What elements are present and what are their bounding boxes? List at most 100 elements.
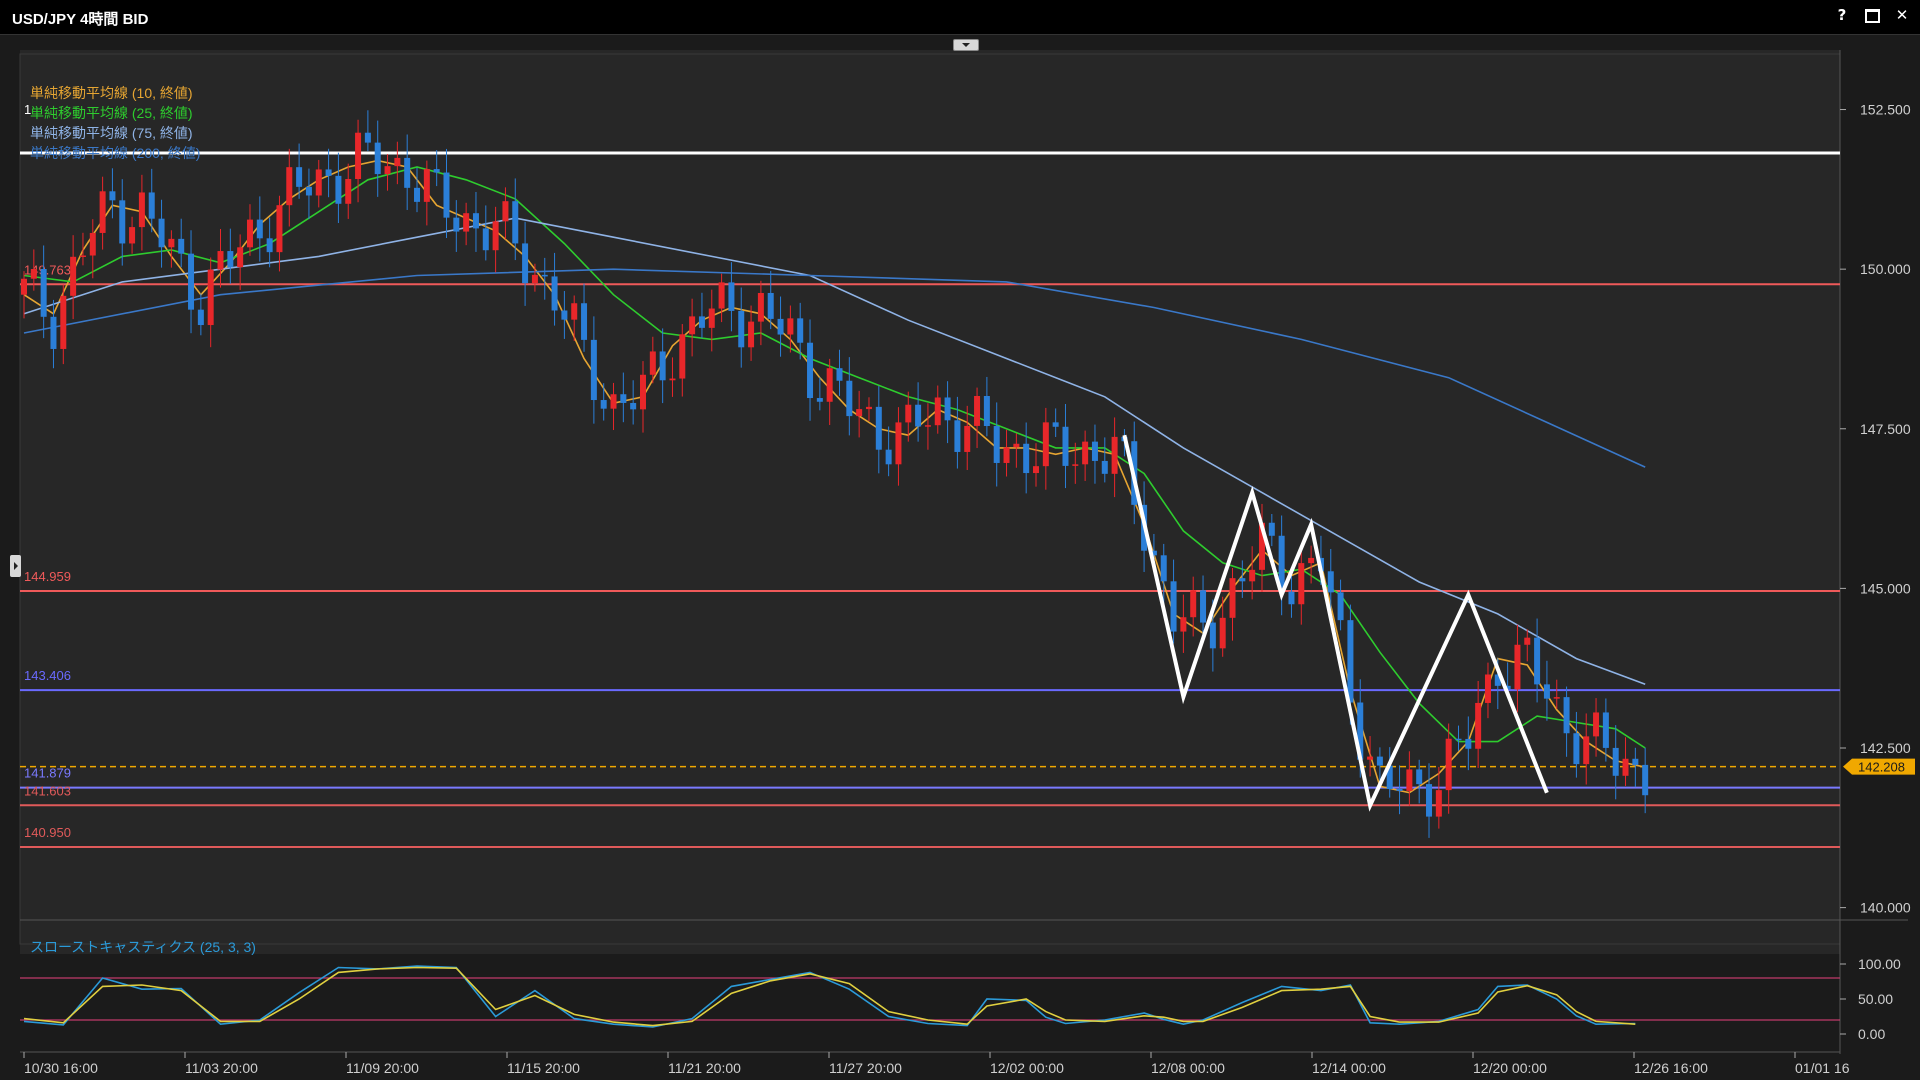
candle-body: [571, 303, 578, 320]
price-chart[interactable]: 149.763144.959143.406141.879141.603140.9…: [0, 34, 1920, 1080]
candle-body: [630, 402, 637, 410]
candle-body: [649, 351, 656, 375]
candle-body: [1435, 790, 1442, 817]
candle-body: [1602, 712, 1609, 748]
candle-body: [1475, 702, 1482, 749]
candle-body: [669, 378, 676, 381]
candle-body: [168, 238, 175, 248]
candle-body: [1347, 620, 1354, 703]
candle-body: [148, 192, 155, 219]
candle-body: [325, 169, 332, 176]
moving-average-line: [23, 217, 1646, 685]
candle-body: [1445, 738, 1452, 791]
candle-body: [305, 186, 312, 196]
candle-body: [1386, 765, 1393, 790]
close-button[interactable]: ✕: [1895, 6, 1909, 24]
candle-body: [590, 339, 597, 401]
candle-body: [463, 213, 470, 232]
candle-body: [60, 295, 67, 349]
candle-body: [502, 201, 509, 222]
legend-ma-10[interactable]: 単純移動平均線 (10, 終値): [30, 85, 193, 101]
candle-body: [453, 217, 460, 232]
candle-body: [394, 157, 401, 167]
time-tick-label: 11/15 20:00: [507, 1060, 580, 1076]
candle-body: [1484, 674, 1491, 703]
time-tick-label: 10/30 16:00: [24, 1060, 98, 1076]
candle-body: [993, 426, 1000, 463]
candle-body: [561, 310, 568, 320]
time-tick-label: 12/14 00:00: [1312, 1060, 1386, 1076]
price-tick-label: 150.000: [1860, 261, 1911, 277]
candle-body: [197, 309, 204, 326]
stochastic-title[interactable]: スローストキャスティクス (25, 3, 3): [30, 939, 256, 955]
candle-body: [1357, 702, 1364, 760]
candle-body: [30, 268, 37, 279]
candle-body: [1642, 764, 1649, 796]
candle-body: [1023, 443, 1030, 474]
candle-body: [1042, 422, 1049, 467]
stochastic-tick-label: 0.00: [1858, 1026, 1885, 1042]
candle-body: [472, 213, 479, 229]
candle-body: [423, 169, 430, 202]
candle-body: [1111, 436, 1118, 474]
collapse-toggle[interactable]: [953, 39, 979, 51]
candle-body: [944, 397, 951, 421]
price-plot-area: [19, 53, 1841, 945]
candle-body: [384, 166, 391, 175]
help-button[interactable]: ?: [1837, 6, 1847, 24]
trend-annotation-line[interactable]: [1122, 434, 1549, 812]
candle-body: [512, 201, 519, 244]
current-price-tag: [1843, 758, 1915, 775]
candle-body: [1583, 736, 1590, 765]
candle-body: [738, 310, 745, 348]
candle-body: [1543, 684, 1550, 699]
level-label: 143.406: [24, 668, 71, 683]
price-tick-label: 147.500: [1860, 421, 1911, 437]
candle-body: [974, 395, 981, 426]
candle-body: [99, 191, 106, 233]
candle-body: [315, 169, 322, 196]
candle-body: [207, 269, 214, 326]
legend-ma-200[interactable]: 単純移動平均線 (200, 終値): [30, 145, 200, 161]
candle-body: [237, 247, 244, 268]
level-label: 141.879: [24, 766, 71, 781]
candle-body: [915, 404, 922, 427]
side-panel-toggle[interactable]: [10, 555, 21, 577]
time-tick-label: 12/20 00:00: [1473, 1060, 1547, 1076]
stochastic-tick-label: 100.00: [1858, 956, 1901, 972]
price-tick-label: 145.000: [1860, 580, 1911, 596]
legend-ma-75[interactable]: 単純移動平均線 (75, 終値): [30, 125, 193, 141]
candle-body: [1337, 592, 1344, 621]
candle-body: [954, 420, 961, 452]
candle-body: [286, 167, 293, 206]
candle-body: [1003, 447, 1010, 463]
candle-body: [679, 334, 686, 379]
stochastic-d-line: [23, 966, 1636, 1027]
legend-ma-25[interactable]: 単純移動平均線 (25, 終値): [30, 105, 193, 121]
candle-body: [138, 192, 145, 228]
candle-body: [689, 316, 696, 335]
candle-body: [1465, 738, 1472, 749]
candle-body: [1612, 747, 1619, 776]
window-title: USD/JPY 4時間 BID: [12, 11, 149, 28]
candle-body: [492, 221, 499, 251]
candle-body: [885, 449, 892, 465]
candle-body: [797, 318, 804, 343]
candle-body: [983, 395, 990, 427]
candle-body: [335, 175, 342, 204]
level-label: 141.603: [24, 783, 71, 798]
candle-body: [934, 397, 941, 426]
time-tick-label: 12/26 16:00: [1634, 1060, 1708, 1076]
candle-body: [1327, 571, 1334, 593]
maximize-button[interactable]: [1864, 6, 1880, 26]
moving-average-line: [23, 268, 1646, 468]
candle-body: [50, 316, 57, 349]
level-label: 144.959: [24, 569, 71, 584]
candle-body: [1563, 697, 1570, 734]
candle-body: [659, 351, 666, 381]
candle-body: [757, 292, 764, 322]
time-tick-label: 11/27 20:00: [829, 1060, 902, 1076]
candle-body: [89, 232, 96, 256]
candle-body: [895, 422, 902, 465]
candle-body: [246, 219, 253, 248]
